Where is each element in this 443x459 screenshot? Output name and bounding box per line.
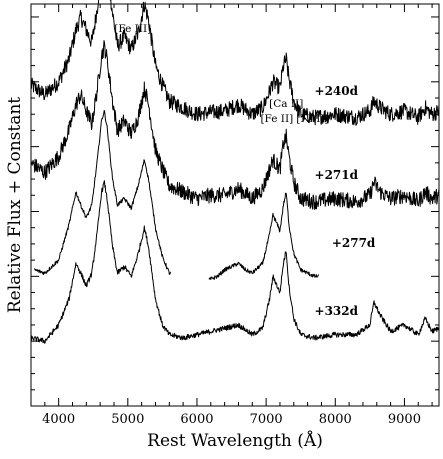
epoch-label: +240d [315,84,359,98]
y-axis-title: Relative Flux + Constant [5,97,25,313]
annotations: [Fe III] [Fe II] [Ca II] [Ni II] [114,23,328,125]
plot-area: +240d +271d +277d +332d [30,0,440,344]
line-annotation: [Ni II] [296,113,328,125]
epoch-label: +271d [315,168,359,182]
spectrum-line-+271d [30,40,440,210]
x-tick-label: 9000 [388,412,421,427]
epoch-label: +277d [332,236,376,250]
x-axis-title: Rest Wavelength (Å) [147,430,323,451]
spectrum-line-+332d [30,180,440,344]
spectrum-line-+240d [30,0,440,126]
x-tick-label: 6000 [180,412,213,427]
x-tick-label: 5000 [111,412,144,427]
x-tick-label: 7000 [250,412,283,427]
line-annotation: [Fe II] [260,113,293,125]
x-tick-label: 8000 [319,412,352,427]
line-annotation: [Fe III] [114,23,151,35]
epoch-label: +332d [315,304,359,318]
spectrum-line-+277d [34,110,320,280]
line-annotation: [Ca II] [269,98,303,110]
x-axis: 4000 5000 6000 7000 8000 9000 [30,4,433,427]
plot-frame [30,3,440,407]
y-axis [31,16,439,407]
x-tick-label: 4000 [42,412,75,427]
